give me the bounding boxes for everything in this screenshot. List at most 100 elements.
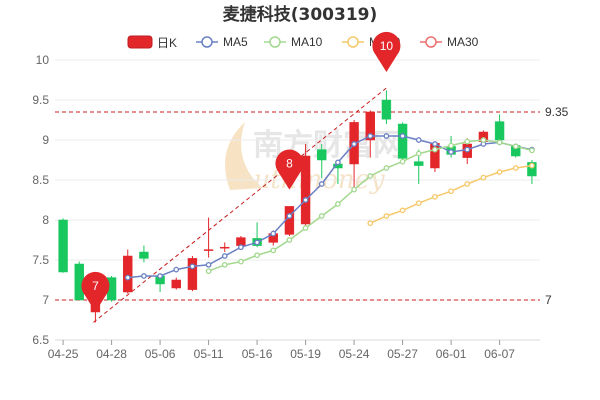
candle-body	[58, 219, 68, 273]
ma10-point	[480, 137, 487, 143]
ma10-point	[415, 150, 422, 157]
ma20-point	[480, 174, 487, 181]
legend-marker	[201, 36, 213, 48]
candle	[300, 144, 311, 228]
candle	[397, 122, 408, 160]
x-tick-label: 04-28	[96, 347, 127, 361]
candle	[58, 218, 68, 273]
ma5-point	[335, 159, 341, 166]
legend-label: MA30	[447, 35, 479, 49]
ma5-point	[189, 263, 196, 270]
ma5-point	[351, 141, 357, 147]
candle	[203, 217, 214, 258]
ma10-point	[367, 173, 374, 179]
reference-line-label: 9.35	[545, 105, 569, 119]
ma5-point	[464, 146, 471, 153]
x-tick-label: 04-25	[48, 347, 79, 361]
candle-body	[187, 258, 198, 290]
candle-body	[397, 123, 408, 159]
ma5-point	[205, 261, 212, 268]
moving-average-lines	[124, 133, 535, 281]
candle	[74, 261, 84, 301]
price-pins: 7 8 10	[81, 31, 401, 312]
ma10-series	[205, 137, 535, 275]
candle-body	[123, 255, 133, 293]
ma20-line	[369, 164, 533, 224]
watermark: 南方财富网 outhmoney	[225, 122, 403, 195]
ma5-point	[141, 273, 147, 279]
ma10-point	[464, 138, 471, 145]
reference-line-label: 7	[545, 293, 552, 307]
price-pin-marker	[372, 31, 401, 72]
candle-body	[317, 149, 327, 161]
ma10-point	[448, 142, 454, 149]
ma10-point	[221, 261, 228, 268]
legend-candle-swatch	[127, 35, 153, 49]
y-tick-label: 7	[42, 293, 49, 307]
ma5-point	[367, 133, 374, 139]
watermark-logo-shape	[225, 122, 262, 190]
ma10-point	[432, 146, 438, 153]
legend-item-ma30[interactable]: MA30	[420, 35, 479, 49]
ma10-point	[254, 252, 260, 259]
legend-item-ma10[interactable]: MA10	[264, 35, 323, 49]
ma10-point	[335, 201, 341, 207]
ma5-point	[254, 239, 260, 246]
ma5-point	[173, 266, 180, 273]
ma5-point	[383, 133, 390, 139]
candle-body	[365, 111, 375, 141]
candle-body	[203, 249, 214, 251]
legend-item-ma5[interactable]: MA5	[196, 35, 248, 49]
ma5-point	[302, 197, 309, 203]
watermark-logo	[225, 122, 262, 190]
ma10-point	[351, 186, 357, 193]
ma20-point	[383, 213, 390, 219]
ma20-point	[399, 207, 406, 214]
candle-body	[171, 279, 181, 289]
legend-label: 日K	[157, 36, 177, 50]
ma10-point	[383, 165, 390, 171]
ma20-point	[529, 162, 535, 169]
ma10-point	[496, 139, 503, 146]
y-tick-label: 9	[42, 133, 49, 147]
ma20-point	[512, 165, 519, 171]
y-tick-label: 10	[36, 53, 50, 67]
x-tick-label: 05-11	[194, 347, 224, 361]
reference-lines: 9.35 7	[55, 105, 569, 307]
x-tick-label: 05-24	[339, 347, 370, 361]
x-tick-label: 06-01	[436, 347, 467, 361]
price-pin: 8	[275, 149, 304, 190]
chart-title: 麦捷科技(300319)	[223, 4, 378, 25]
ma10-point	[302, 225, 309, 231]
candle	[220, 242, 230, 252]
ma20-point	[448, 188, 454, 195]
ma5-point	[124, 274, 131, 281]
axes: 6.5 7 7.5 8 8.5 9 9.5 10 04-25 04-28 05-06 05-11 05-…	[32, 53, 540, 361]
ma10-point	[286, 237, 293, 243]
x-tick-label: 05-06	[145, 347, 176, 361]
ma5-point	[157, 273, 163, 279]
x-tick-label: 06-07	[484, 347, 515, 361]
trend-line	[93, 87, 387, 323]
x-tick-label: 05-19	[290, 347, 321, 361]
legend-marker	[425, 36, 437, 48]
candle	[284, 206, 295, 236]
y-tick-label: 8.5	[32, 173, 49, 187]
watermark-text: 南方财富网	[253, 128, 403, 163]
ma5-point	[318, 181, 325, 187]
ma5-point	[270, 230, 277, 237]
candle-body	[494, 121, 505, 141]
chart-legend[interactable]: 日KMA5MA10MA20MA30	[127, 35, 479, 50]
ma10-point	[512, 143, 519, 150]
ma20-point	[367, 220, 374, 227]
trend-line-segment	[93, 87, 387, 323]
price-pin-marker	[81, 271, 110, 312]
legend-item-日k[interactable]: 日K	[127, 35, 177, 50]
x-tick-label: 05-27	[387, 347, 418, 361]
candle	[123, 249, 133, 294]
price-pin-label: 8	[286, 157, 293, 171]
ma10-point	[270, 247, 277, 254]
ma10-point	[399, 158, 406, 165]
candle-body	[300, 155, 311, 225]
